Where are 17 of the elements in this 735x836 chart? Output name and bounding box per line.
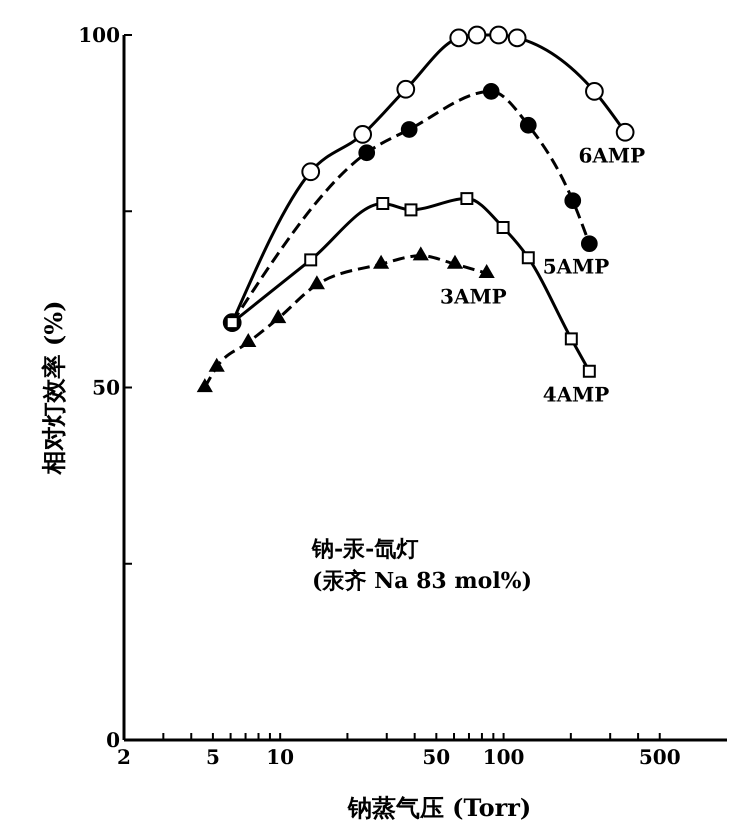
y-tick-label: 100: [78, 23, 120, 47]
series-label: 5AMP: [542, 254, 610, 279]
annotation: (汞齐 Na 83 mol%): [312, 568, 532, 594]
x-axis-title: 钠蒸气压 (Torr): [346, 793, 532, 822]
series-label: 4AMP: [542, 382, 610, 406]
annotation: 钠-汞-氙灯: [311, 536, 418, 562]
series-label: 3AMP: [440, 284, 507, 308]
y-axis-title: 相对灯效率 (%): [39, 300, 68, 476]
series-label: 6AMP: [578, 143, 646, 168]
x-tick-label: 10: [266, 745, 294, 769]
x-tick-label: 5: [206, 745, 220, 769]
x-tick-label: 50: [422, 745, 450, 769]
x-tick-label: 500: [638, 745, 681, 769]
x-tick-label: 100: [482, 745, 524, 769]
y-tick-label: 0: [106, 728, 120, 752]
y-tick-label: 50: [92, 376, 120, 400]
x-tick-label: 2: [117, 745, 131, 769]
